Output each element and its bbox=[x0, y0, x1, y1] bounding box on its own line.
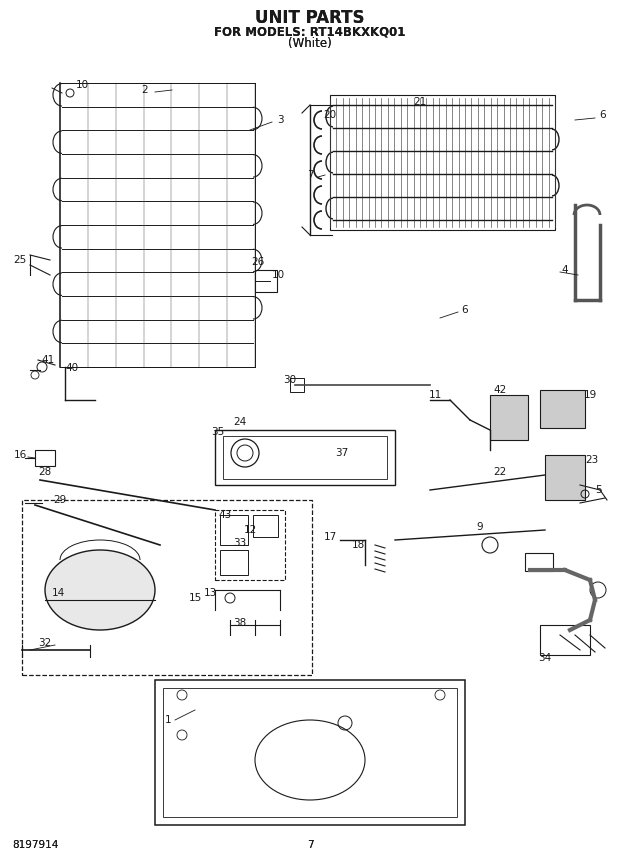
Text: 8197914: 8197914 bbox=[12, 840, 58, 850]
Text: 20: 20 bbox=[324, 110, 337, 120]
Text: 7: 7 bbox=[307, 840, 313, 850]
Bar bbox=[223, 436, 387, 479]
Text: 37: 37 bbox=[335, 448, 348, 458]
Text: 43: 43 bbox=[218, 510, 232, 520]
Text: 41: 41 bbox=[42, 355, 55, 365]
Bar bbox=[163, 688, 457, 817]
Text: 16: 16 bbox=[14, 450, 27, 460]
Text: 18: 18 bbox=[352, 540, 365, 550]
Bar bbox=[215, 430, 395, 485]
Text: UNIT PARTS: UNIT PARTS bbox=[255, 9, 365, 27]
Text: 34: 34 bbox=[538, 653, 552, 663]
Text: 7: 7 bbox=[307, 170, 313, 180]
Text: 15: 15 bbox=[188, 593, 202, 603]
Bar bbox=[255, 270, 277, 292]
Text: 38: 38 bbox=[233, 618, 247, 628]
Bar bbox=[540, 625, 590, 655]
Text: 11: 11 bbox=[428, 390, 441, 400]
Text: 12: 12 bbox=[244, 525, 257, 535]
Bar bbox=[290, 378, 304, 392]
Text: 7: 7 bbox=[307, 840, 313, 850]
Bar bbox=[490, 395, 528, 440]
Text: 8197914: 8197914 bbox=[12, 840, 58, 850]
Text: 19: 19 bbox=[583, 390, 596, 400]
Text: 13: 13 bbox=[203, 588, 216, 598]
Text: 9: 9 bbox=[477, 522, 484, 532]
Text: FOR MODELS: RT14BKXKQ01: FOR MODELS: RT14BKXKQ01 bbox=[215, 26, 405, 39]
Text: 1: 1 bbox=[165, 715, 171, 725]
Bar bbox=[215, 510, 285, 580]
Text: 40: 40 bbox=[66, 363, 79, 373]
Text: 22: 22 bbox=[494, 467, 507, 477]
Bar bbox=[540, 390, 585, 428]
Text: 4: 4 bbox=[562, 265, 569, 275]
Text: 17: 17 bbox=[324, 532, 337, 542]
Ellipse shape bbox=[45, 550, 155, 630]
Text: 26: 26 bbox=[251, 257, 265, 267]
Text: (White): (White) bbox=[288, 37, 332, 50]
Text: 29: 29 bbox=[53, 495, 66, 505]
Text: FOR MODELS: RT14BKXKQ01: FOR MODELS: RT14BKXKQ01 bbox=[215, 26, 405, 39]
Text: 6: 6 bbox=[600, 110, 606, 120]
Bar bbox=[525, 553, 553, 571]
Text: UNIT PARTS: UNIT PARTS bbox=[255, 9, 365, 27]
Text: 28: 28 bbox=[38, 467, 51, 477]
Text: 21: 21 bbox=[414, 97, 427, 107]
Text: (White): (White) bbox=[288, 37, 332, 50]
Text: 5: 5 bbox=[595, 485, 601, 495]
Text: 24: 24 bbox=[233, 417, 247, 427]
Text: 25: 25 bbox=[14, 255, 27, 265]
Text: 30: 30 bbox=[283, 375, 296, 385]
Text: 32: 32 bbox=[38, 638, 51, 648]
Text: 33: 33 bbox=[233, 538, 247, 548]
Bar bbox=[330, 95, 555, 230]
Bar bbox=[220, 550, 248, 575]
Bar bbox=[545, 455, 585, 500]
Bar bbox=[253, 515, 278, 537]
Text: 3: 3 bbox=[277, 115, 283, 125]
Bar bbox=[22, 500, 312, 675]
Text: 14: 14 bbox=[51, 588, 64, 598]
Text: 6: 6 bbox=[462, 305, 468, 315]
Bar bbox=[35, 450, 55, 466]
Text: 10: 10 bbox=[76, 80, 89, 90]
Text: 23: 23 bbox=[585, 455, 599, 465]
Text: 2: 2 bbox=[142, 85, 148, 95]
Text: 10: 10 bbox=[272, 270, 285, 280]
Text: 42: 42 bbox=[494, 385, 507, 395]
Text: 35: 35 bbox=[211, 427, 224, 437]
Bar bbox=[220, 515, 248, 545]
Bar bbox=[155, 680, 465, 825]
